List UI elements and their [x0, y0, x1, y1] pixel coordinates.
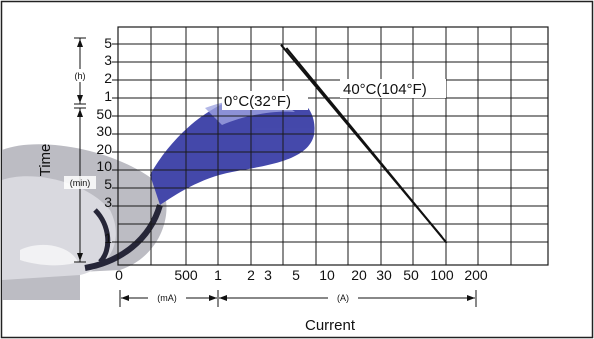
x-tick-labels: 0 500 1 2 3 5 10 20 30 50 100 200	[115, 267, 488, 283]
y-tick-label: 3	[104, 52, 112, 68]
x-tick-label: 200	[464, 267, 488, 283]
y-tick-label: 5	[104, 176, 112, 192]
y-tick-label: 3	[104, 194, 112, 210]
y-tick-label: 50	[96, 106, 112, 122]
y-axis-title: Time	[37, 144, 54, 177]
x-tick-label: 0	[115, 267, 123, 283]
y-tick-label: 20	[96, 141, 112, 157]
milliamp-unit-label: (mA)	[157, 293, 177, 303]
y-tick-label: 30	[96, 123, 112, 139]
hours-unit-label: (h)	[75, 71, 86, 81]
amp-unit-label: (A)	[337, 293, 349, 303]
y-tick-label: 10	[96, 158, 112, 174]
x-tick-label: 50	[403, 267, 419, 283]
x-tick-label: 2	[247, 267, 255, 283]
y-tick-label: 1	[104, 88, 112, 104]
series-label-0c: 0°C(32°F)	[224, 93, 291, 110]
plot-area	[117, 26, 549, 266]
x-axis-title: Current	[305, 317, 356, 334]
y-unit-markers: (h) (min)	[64, 37, 96, 263]
x-tick-label: 1	[214, 267, 222, 283]
battery-photo	[2, 91, 315, 300]
x-tick-label: 5	[292, 267, 300, 283]
curves	[280, 44, 448, 244]
grid	[112, 27, 548, 265]
y-tick-label: 5	[104, 35, 112, 51]
x-tick-label: 10	[319, 267, 335, 283]
x-tick-label: 30	[376, 267, 392, 283]
y-tick-label: 1	[104, 230, 112, 246]
x-tick-label: 20	[351, 267, 367, 283]
x-tick-label: 100	[430, 267, 454, 283]
x-tick-label: 3	[264, 267, 272, 283]
x-tick-label: 500	[174, 267, 198, 283]
x-unit-markers: (mA) (A)	[119, 290, 477, 307]
minutes-unit-label: (min)	[70, 178, 91, 188]
series-line-40c	[285, 47, 448, 244]
series-label-40c: 40°C(104°F)	[343, 81, 427, 98]
series-labels: 0°C(32°F) 40°C(104°F)	[222, 79, 446, 110]
y-tick-label: 2	[104, 70, 112, 86]
y-tick-labels: 5 3 2 1 50 30 20 10 5 3 1	[96, 35, 112, 246]
